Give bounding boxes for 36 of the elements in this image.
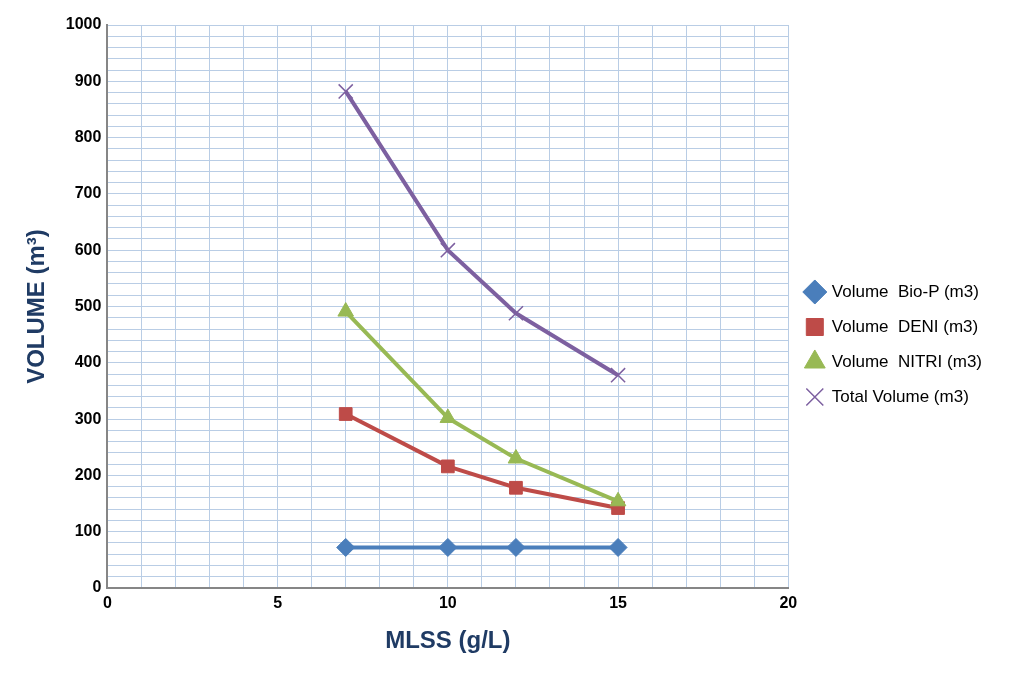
x-tick-label: 20 [779,594,798,612]
y-tick-label: 500 [74,296,102,314]
point [509,480,523,495]
y-tick-label: 900 [74,71,102,89]
x-tick-label: 15 [609,594,628,612]
point [337,302,355,317]
y-axis-title: VOLUME (m³) [22,229,50,384]
x-tick-label: 10 [438,594,457,612]
point [609,491,627,507]
point [438,537,458,557]
y-tick-label: 400 [74,353,102,371]
point [507,449,525,464]
legend-label: Volume Bio-P (m3) [831,281,979,301]
point [440,242,456,259]
point [440,459,455,474]
point [610,367,626,384]
point [439,408,457,423]
legend-label: Total Volume (m3) [831,386,969,406]
x-axis-title: MLSS (g/L) [385,626,511,654]
y-tick-label: 600 [74,240,102,258]
legend-label: Volume DENI (m3) [831,316,979,336]
y-tick-label: 0 [92,578,102,596]
x-tick-label: 5 [273,594,283,612]
point [506,537,526,557]
point [336,537,356,557]
point [608,537,628,557]
point [338,407,353,421]
y-tick-label: 100 [74,522,102,540]
y-tick-label: 700 [74,184,102,202]
point [337,83,354,100]
y-tick-label: 200 [74,465,102,483]
y-tick-label: 1000 [65,15,102,33]
point [508,305,524,322]
y-tick-label: 800 [74,128,102,146]
y-tick-label: 300 [74,409,102,427]
legend-label: Volume NITRI (m3) [831,351,983,371]
